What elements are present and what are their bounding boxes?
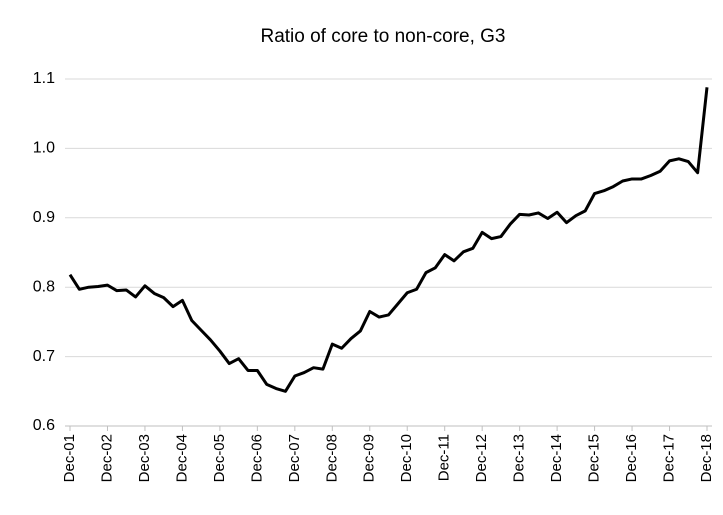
y-tick-label: 0.8 [33,278,55,295]
chart-title: Ratio of core to non-core, G3 [260,26,505,47]
data-line [68,87,709,393]
x-tick-label: Dec-16 [623,434,640,482]
x-tick-label: Dec-10 [398,434,415,482]
y-tick-label: 0.6 [33,417,55,434]
x-tick-label: Dec-15 [586,434,603,482]
x-tick-label: Dec-09 [361,434,378,482]
x-tick-label: Dec-04 [173,434,190,482]
x-tick-label: Dec-13 [511,434,528,482]
y-tick-label: 0.7 [33,348,55,365]
x-tick-label: Dec-08 [323,434,340,482]
x-tick-label: Dec-18 [698,434,715,482]
y-tick-label: 1.0 [33,140,55,157]
x-tick-label: Dec-07 [286,434,303,482]
x-tick-label: Dec-11 [436,434,453,481]
y-tick-label: 0.9 [33,209,55,226]
x-tick-label: Dec-02 [98,434,115,482]
x-tick-label: Dec-01 [61,434,78,482]
x-tick-label: Dec-14 [548,434,565,482]
x-tick-label: Dec-17 [660,434,677,482]
x-tick-label: Dec-12 [473,434,490,482]
x-tick-label: Dec-05 [211,434,228,482]
y-tick-label: 1.1 [33,70,55,87]
x-tick-label: Dec-06 [248,434,265,482]
x-tick-label: Dec-03 [136,434,153,482]
